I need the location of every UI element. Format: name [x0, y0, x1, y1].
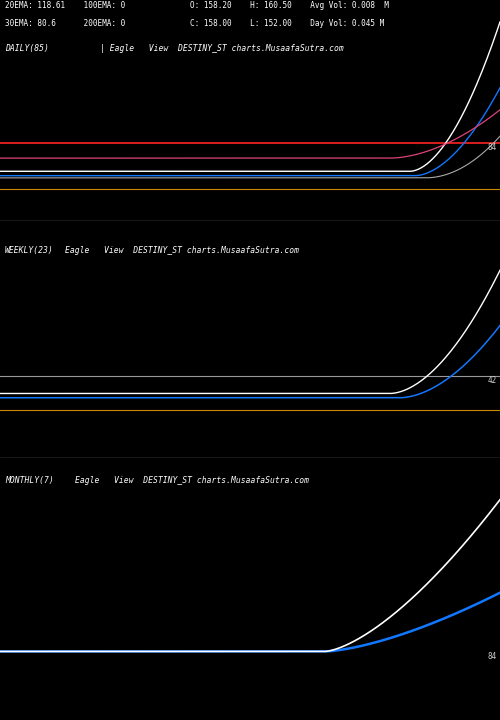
Text: 30EMA: 80.6      200EMA: 0              C: 158.00    L: 152.00    Day Vol: 0.045: 30EMA: 80.6 200EMA: 0 C: 158.00 L: 152.0… — [5, 19, 384, 27]
Text: Eagle   View  DESTINY_ST charts.MusaafaSutra.com: Eagle View DESTINY_ST charts.MusaafaSutr… — [75, 477, 309, 485]
Text: DAILY(85): DAILY(85) — [5, 44, 49, 53]
Text: MONTHLY(7): MONTHLY(7) — [5, 477, 54, 485]
Text: 42: 42 — [487, 377, 496, 385]
Text: 20EMA: 118.61    100EMA: 0              O: 158.20    H: 160.50    Avg Vol: 0.008: 20EMA: 118.61 100EMA: 0 O: 158.20 H: 160… — [5, 1, 389, 10]
Text: | Eagle   View  DESTINY_ST charts.MusaafaSutra.com: | Eagle View DESTINY_ST charts.MusaafaSu… — [100, 44, 344, 53]
Text: 84: 84 — [487, 652, 496, 661]
Text: 84: 84 — [487, 143, 496, 152]
Text: Eagle   View  DESTINY_ST charts.MusaafaSutra.com: Eagle View DESTINY_ST charts.MusaafaSutr… — [65, 246, 299, 255]
Text: WEEKLY(23): WEEKLY(23) — [5, 246, 54, 255]
